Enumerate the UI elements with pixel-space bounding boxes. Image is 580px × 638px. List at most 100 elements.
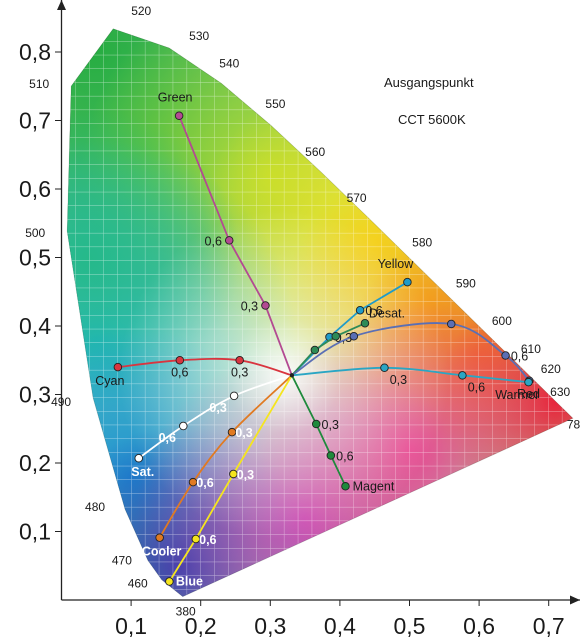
wavelength-label-600: 600 (492, 314, 512, 328)
series-point-red (458, 371, 467, 380)
point-label-magent: 0,6 (336, 449, 353, 463)
series-label-desat: Desat. (369, 306, 405, 320)
series-blue: 0,3 0,6 Blue (165, 374, 293, 589)
x-tick-label: 0,1 (115, 613, 147, 638)
series-layer: 0,30,6Green0,30,6YellowDesat.0,6Warmer0,… (95, 91, 540, 589)
point-label-red: 0,3 (390, 373, 407, 387)
point-label-blue: 0,3 (237, 468, 254, 482)
series-label-blue: Blue (176, 575, 203, 589)
y-tick-label: 0,6 (19, 176, 51, 202)
y-tick-label: 0,1 (19, 519, 51, 545)
series-point-magent (311, 419, 321, 429)
point-label-blue: 0,6 (199, 533, 216, 547)
series-point-yellow (355, 305, 365, 315)
series-point-cooler (227, 427, 237, 437)
point-label-red: 0,6 (468, 380, 485, 394)
wavelength-label-380: 380 (176, 605, 196, 619)
series-point-red (380, 363, 389, 373)
series-point-magent (341, 482, 350, 491)
series-label-sat: Sat. (131, 465, 154, 479)
annotation-cct: CCT 5600K (398, 112, 466, 127)
series-label-magent: Magent (353, 479, 395, 493)
wavelength-label-500: 500 (25, 226, 45, 240)
wavelength-label-510: 510 (29, 77, 49, 91)
wavelength-label-580: 580 (412, 236, 432, 250)
wavelength-label-550: 550 (265, 97, 285, 111)
series-cyan: 0,3 0,6 Cyan (95, 356, 293, 388)
point-label-green: 0,6 (205, 234, 222, 248)
wavelength-label-590: 590 (456, 276, 476, 290)
series-point-sat (179, 421, 188, 431)
wavelength-label-540: 540 (219, 56, 239, 70)
series-point-green (224, 236, 234, 245)
point-label-cyan: 0,6 (171, 365, 188, 379)
series-point-warmer (501, 351, 510, 360)
point-label-cyan: 0,3 (231, 365, 248, 379)
series-label-cooler: Cooler (142, 545, 182, 559)
wavelength-label-530: 530 (189, 29, 209, 43)
y-tick-label: 0,4 (19, 313, 51, 339)
y-tick-label: 0,5 (19, 245, 51, 271)
series-point-desat (310, 345, 320, 355)
series-label-yellow: Yellow (378, 257, 415, 271)
series-label-red: Red (517, 387, 540, 401)
wavelength-label-630: 630 (550, 385, 570, 399)
series-point-cyan (235, 356, 244, 365)
series-label-green: Green (158, 91, 193, 105)
wavelength-label-460: 460 (128, 577, 148, 591)
series-point-green (261, 301, 270, 310)
series-line-cooler (158, 374, 293, 539)
x-tick-label: 0,2 (185, 613, 217, 638)
series-red: 0,3 0,6 Red (291, 363, 540, 401)
point-label-warmer: 0,6 (511, 349, 528, 363)
point-label-yellow: 0,6 (365, 304, 382, 318)
series-point-warmer (349, 332, 359, 341)
wavelength-label-610: 610 (521, 342, 541, 356)
series-sat: 0,3 0,6 Sat. (131, 374, 293, 479)
x-axis-arrow (570, 595, 580, 605)
wavelength-label-570: 570 (347, 191, 367, 205)
wavelength-label-780: 780 (567, 417, 580, 431)
x-tick-label: 0,4 (324, 613, 356, 638)
series-label-warmer: Warmer (495, 388, 539, 402)
series-line-magent (291, 374, 347, 487)
series-line-sat (138, 374, 293, 459)
series-point-green (174, 111, 184, 120)
series-point-sat (134, 453, 144, 463)
series-label-cyan: Cyan (95, 374, 124, 388)
x-tick-label: 0,6 (463, 613, 495, 638)
series-point-blue (165, 577, 174, 586)
series-cooler: 0,3 0,6 Cooler (142, 374, 293, 559)
wavelength-label-620: 620 (541, 362, 561, 376)
series-point-desat (360, 319, 370, 328)
wavelength-label-480: 480 (85, 500, 105, 514)
series-point-cyan (113, 362, 123, 372)
x-tick-label: 0,3 (254, 613, 286, 638)
y-tick-label: 0,3 (19, 382, 51, 408)
series-line-yellow (291, 281, 408, 376)
series-point-red (524, 377, 533, 387)
series-point-blue (191, 534, 201, 544)
wavelength-label-470: 470 (112, 553, 132, 567)
point-label-green: 0,3 (241, 299, 258, 313)
series-point-cooler (188, 477, 198, 487)
point-label-magent: 0,3 (322, 418, 339, 432)
wavelength-label-490: 490 (51, 395, 71, 409)
series-point-blue (229, 469, 238, 479)
series-point-cyan (175, 356, 185, 365)
y-axis-arrow (57, 0, 66, 10)
point-label-cooler: 0,6 (196, 476, 213, 490)
series-line-desat (291, 322, 366, 376)
series-green: 0,3 0,6 Green (158, 91, 293, 376)
point-label-sat: 0,3 (209, 401, 226, 415)
series-point-magent (326, 451, 336, 460)
series-point-yellow (403, 277, 412, 287)
series-magent: 0,3 0,6 Magent (291, 374, 395, 493)
wavelength-labels: 380 460 470 480 490 500 510 520 530 540 550 560 570 5… (25, 4, 580, 619)
series-point-warmer (447, 319, 456, 329)
y-tick-label: 0,7 (19, 108, 51, 134)
series-line-green (178, 115, 293, 376)
series-point-sat (229, 391, 239, 401)
